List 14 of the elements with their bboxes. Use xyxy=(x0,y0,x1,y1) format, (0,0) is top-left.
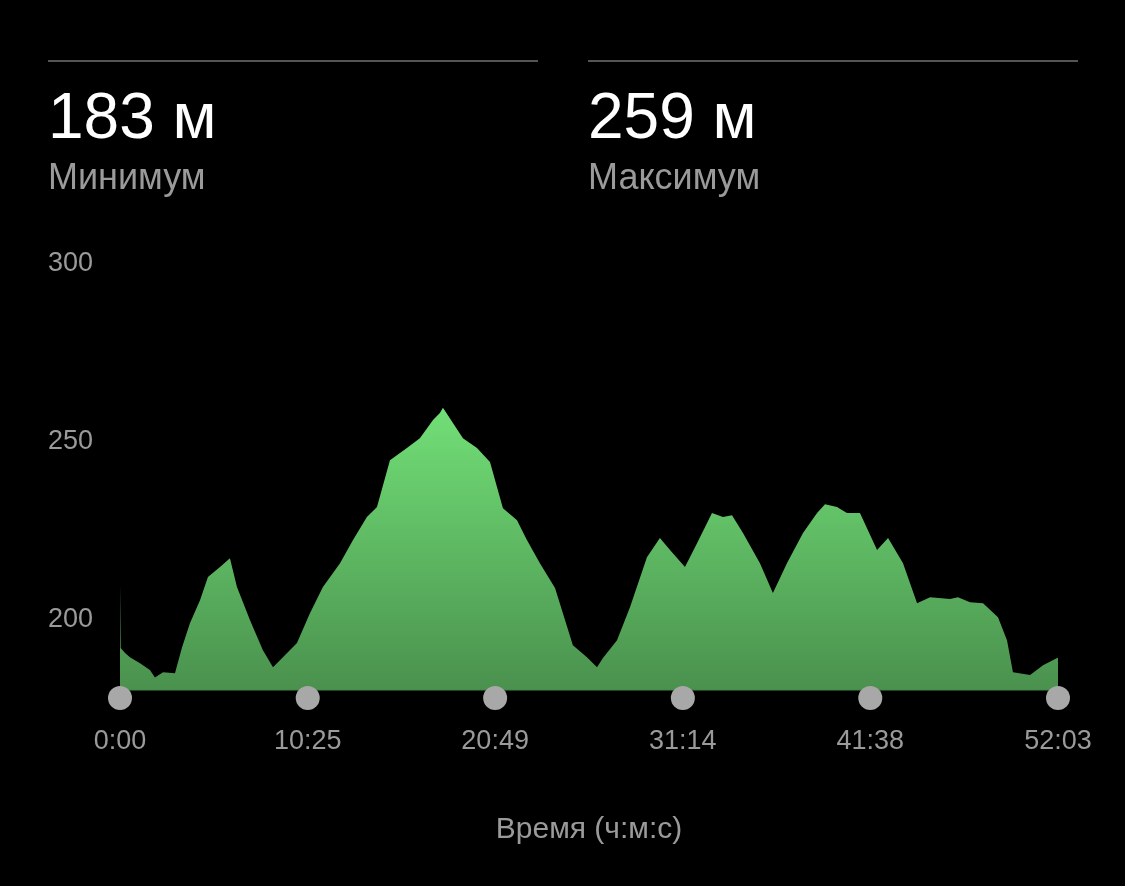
x-tick-label: 41:38 xyxy=(836,725,905,755)
text: 259 м xyxy=(588,80,757,152)
text: Максимум xyxy=(588,156,761,197)
x-axis-title: Время (ч:м:с) xyxy=(495,811,683,844)
y-tick-label: 250 xyxy=(48,425,94,456)
text: Минимум xyxy=(48,156,206,197)
text: 183 м xyxy=(48,80,217,152)
y-tick-label: 200 xyxy=(48,602,94,633)
x-tick-label: 0:00 xyxy=(93,725,147,755)
x-tick-label: 31:14 xyxy=(649,725,717,755)
x-tick-label: 20:49 xyxy=(461,725,529,755)
x-tick-label: 10:25 xyxy=(273,725,342,755)
x-tick-label: 52:03 xyxy=(1024,725,1092,755)
y-tick-label: 300 xyxy=(48,247,94,278)
